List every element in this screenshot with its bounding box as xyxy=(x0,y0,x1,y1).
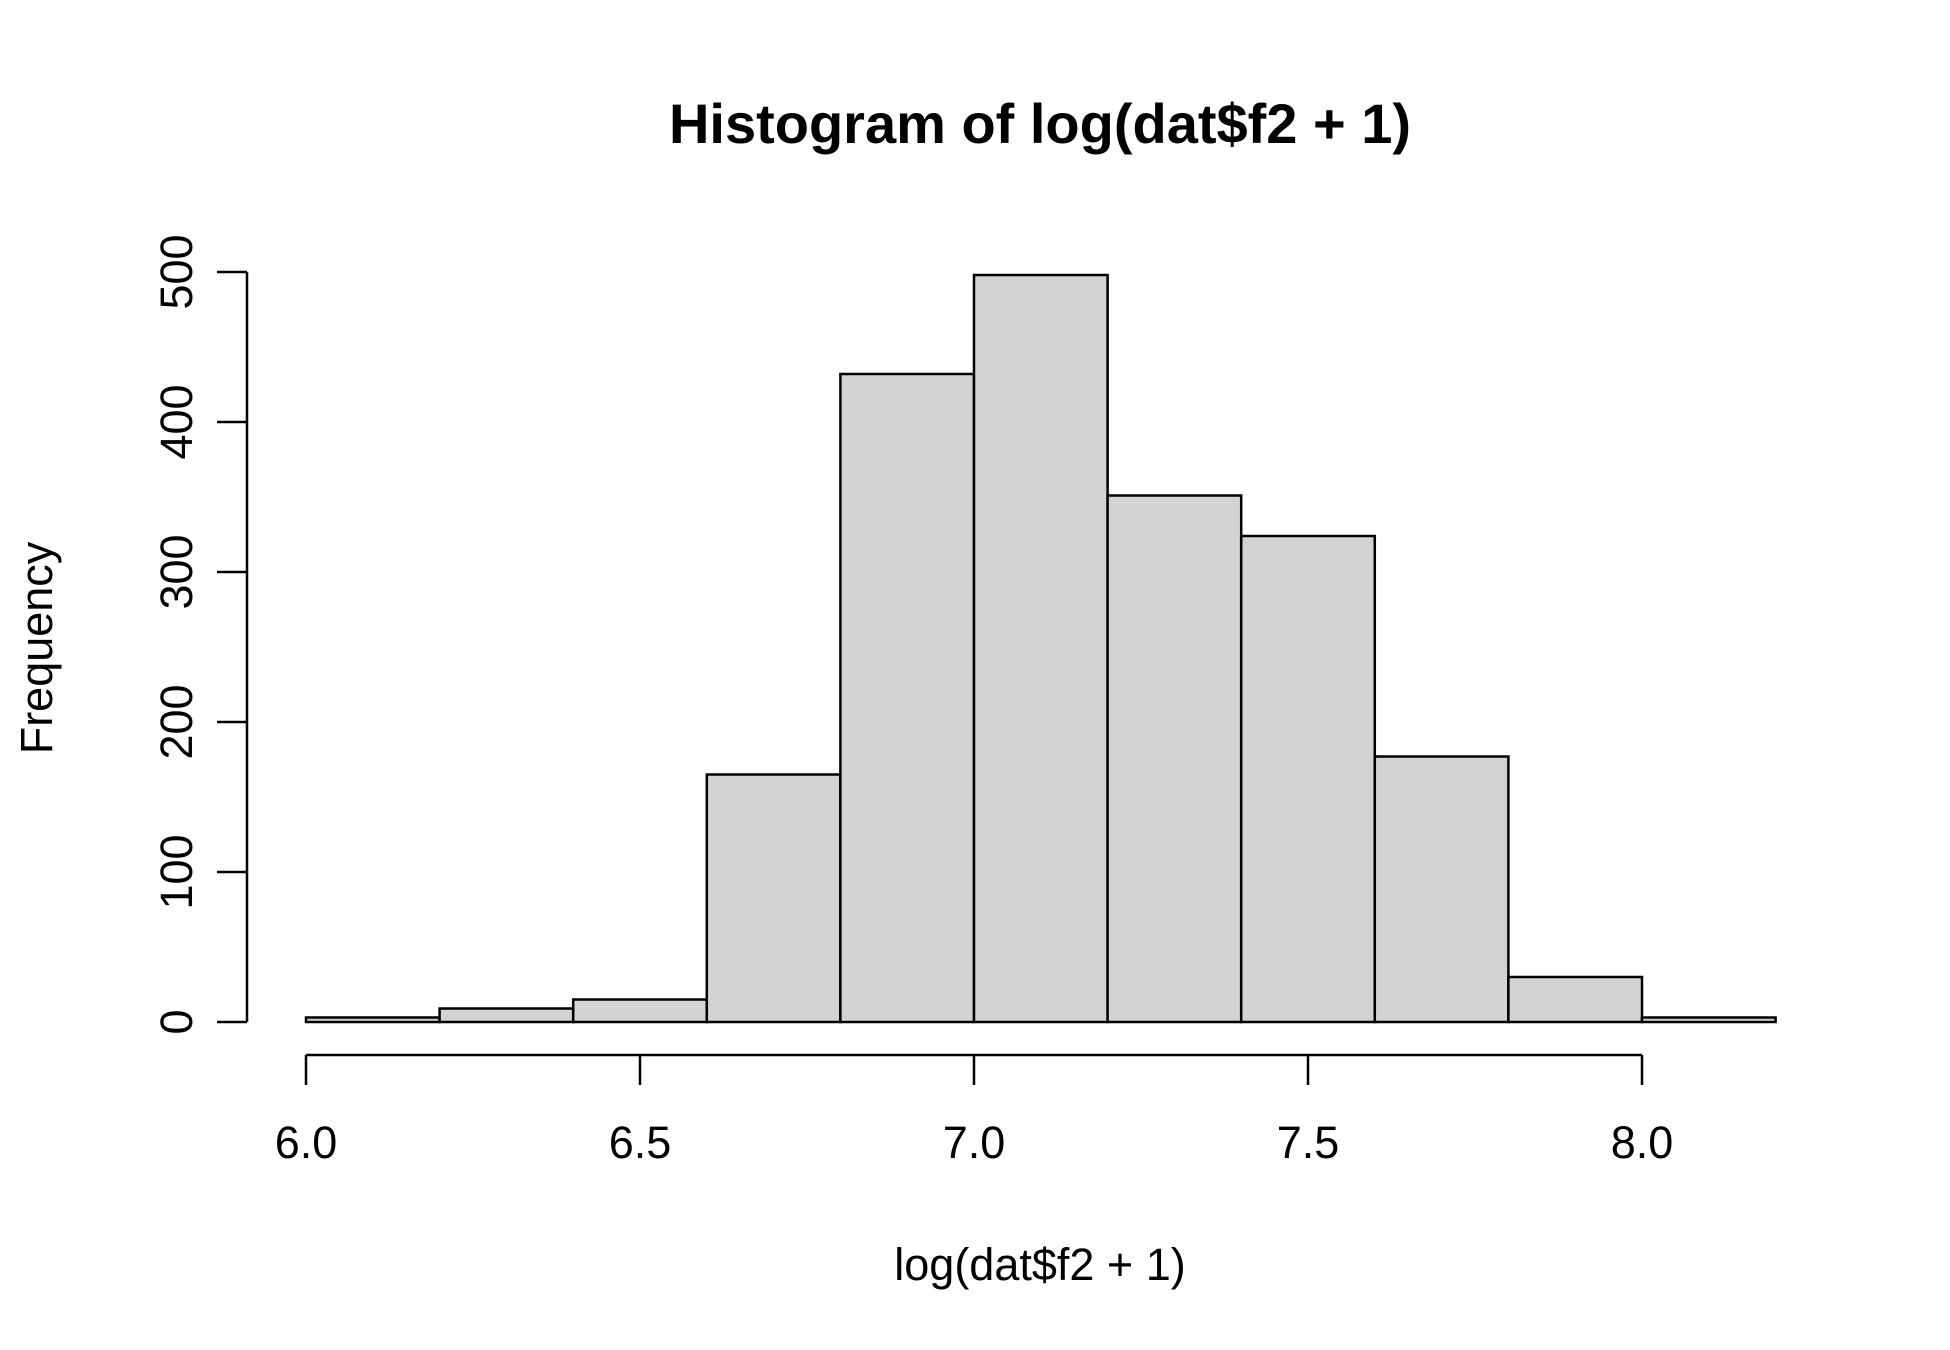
y-axis: 0 100 200 300 400 500 xyxy=(151,234,249,1035)
histogram-bar-2 xyxy=(571,998,709,1024)
y-tick-label-1: 100 xyxy=(151,834,202,909)
histogram-bar-0 xyxy=(304,1016,441,1024)
histogram-bars xyxy=(304,273,1777,1024)
histogram-bar-9 xyxy=(1507,975,1644,1024)
y-tick-label-0: 0 xyxy=(151,1009,202,1034)
y-tick-label-5: 500 xyxy=(151,234,202,309)
x-axis-label: log(dat$f2 + 1) xyxy=(894,1239,1185,1290)
y-tick-label-3: 300 xyxy=(151,534,202,609)
histogram-bar-5 xyxy=(972,273,1109,1024)
y-tick-label-2: 200 xyxy=(151,684,202,759)
histogram-bar-6 xyxy=(1106,494,1243,1024)
x-tick-label-0: 6.0 xyxy=(275,1117,338,1168)
histogram-bar-8 xyxy=(1373,755,1510,1024)
x-tick-label-4: 8.0 xyxy=(1611,1117,1674,1168)
histogram-bar-4 xyxy=(839,372,976,1024)
x-tick-label-3: 7.5 xyxy=(1277,1117,1340,1168)
histogram-bar-3 xyxy=(705,773,842,1024)
y-tick-label-4: 400 xyxy=(151,384,202,459)
chart-title: Histogram of log(dat$f2 + 1) xyxy=(669,92,1411,155)
x-tick-label-1: 6.5 xyxy=(609,1117,672,1168)
histogram-bar-7 xyxy=(1239,534,1377,1024)
histogram-bar-10 xyxy=(1640,1016,1777,1024)
y-axis-label: Frequency xyxy=(11,541,62,754)
x-axis: 6.0 6.5 7.0 7.5 8.0 xyxy=(275,1053,1674,1168)
histogram-bar-1 xyxy=(438,1007,575,1024)
x-tick-label-2: 7.0 xyxy=(943,1117,1006,1168)
